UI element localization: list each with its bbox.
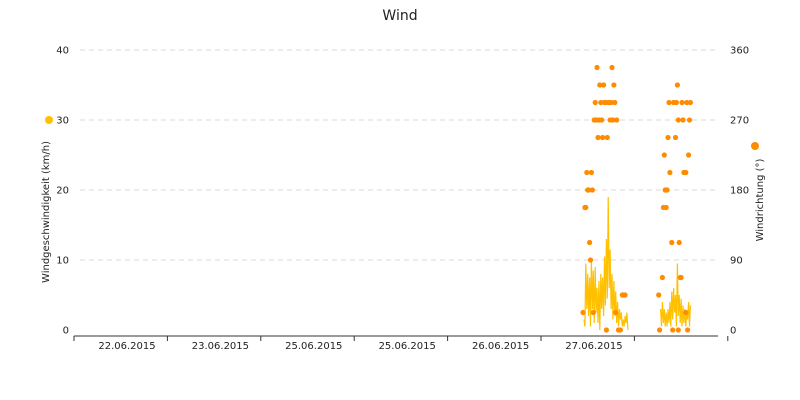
- series-wind-speed: [583, 196, 691, 331]
- y-right-tick-label: 180: [730, 186, 749, 197]
- wind-direction-point: [587, 257, 594, 263]
- wind-direction-point: [612, 99, 618, 106]
- wind-direction-point: [683, 169, 689, 176]
- wind-direction-point: [684, 99, 690, 106]
- wind-direction-point: [679, 99, 685, 106]
- wind-direction-point: [665, 134, 671, 141]
- wind-direction-point: [610, 117, 616, 123]
- wind-direction-point: [594, 64, 600, 71]
- wind-direction-point: [611, 82, 617, 88]
- wind-direction-point: [670, 327, 676, 333]
- wind-direction-point: [590, 309, 596, 316]
- series-wind-direction: [580, 64, 694, 333]
- wind-direction-point: [657, 327, 663, 333]
- wind-direction-point: [680, 117, 686, 123]
- wind-direction-point: [599, 117, 605, 123]
- wind-direction-point: [597, 82, 603, 88]
- y-left-tick-label: 0: [63, 326, 69, 337]
- wind-direction-point: [601, 82, 607, 88]
- x-axis-ticks: 22.06.2015 23.06.2015 25.06.2015 25.06.2015…: [73, 336, 729, 352]
- wind-direction-point: [673, 99, 680, 106]
- gridlines: [80, 49, 718, 261]
- right-y-ticks: 0 90 180 270 360: [730, 46, 749, 337]
- wind-direction-point: [686, 117, 693, 123]
- y-axis-left-label: Windgeschwindigkeit (km/h): [41, 141, 52, 283]
- wind-direction-point: [600, 134, 606, 141]
- wind-direction-point: [674, 82, 681, 88]
- wind-direction-point: [675, 327, 681, 333]
- direction-legend-marker[interactable]: [751, 142, 759, 150]
- wind-direction-point: [667, 169, 673, 176]
- wind-direction-point: [676, 239, 682, 246]
- y-axis-right-label: Windrichtung (°): [755, 159, 766, 242]
- wind-direction-point: [613, 309, 619, 316]
- y-left-tick-label: 20: [56, 186, 69, 197]
- y-right-tick-label: 0: [730, 326, 736, 337]
- left-y-ticks: 0 10 20 30 40: [56, 46, 69, 337]
- wind-direction-point: [587, 239, 593, 246]
- wind-direction-point: [672, 134, 679, 141]
- y-right-tick-label: 360: [730, 46, 749, 57]
- x-tick-label: 25.06.2015: [285, 341, 342, 352]
- wind-direction-point: [678, 274, 684, 281]
- y-right-tick-label: 90: [730, 256, 743, 267]
- wind-direction-point: [675, 117, 681, 123]
- wind-direction-point: [683, 309, 689, 316]
- y-left-tick-label: 30: [56, 116, 69, 127]
- y-right-tick-label: 270: [730, 116, 749, 127]
- wind-direction-point: [608, 99, 614, 106]
- wind-direction-point: [622, 292, 628, 298]
- x-tick-label: 27.06.2015: [565, 341, 622, 352]
- wind-direction-point: [584, 169, 590, 176]
- wind-direction-point: [604, 134, 610, 141]
- wind-direction-point: [603, 327, 610, 333]
- x-tick-label: 22.06.2015: [98, 341, 155, 352]
- wind-direction-point: [588, 169, 595, 176]
- wind-direction-point: [580, 309, 586, 316]
- wind-direction-point: [659, 274, 666, 281]
- wind-direction-point: [614, 117, 620, 123]
- x-tick-label: 26.06.2015: [472, 341, 529, 352]
- wind-direction-point: [583, 204, 589, 211]
- wind-direction-point: [595, 134, 601, 141]
- wind-direction-point: [589, 187, 596, 193]
- x-tick-label: 23.06.2015: [192, 341, 249, 352]
- wind-direction-point: [592, 99, 598, 106]
- wind-direction-point: [686, 152, 692, 158]
- wind-direction-point: [586, 187, 592, 193]
- wind-direction-point: [666, 99, 672, 106]
- wind-direction-point: [664, 187, 670, 193]
- wind-direction-point: [617, 327, 624, 333]
- wind-direction-point: [669, 239, 675, 246]
- wind-speed-line: [583, 196, 691, 331]
- wind-direction-point: [609, 64, 615, 71]
- wind-direction-point: [687, 99, 694, 106]
- wind-direction-point: [663, 204, 669, 211]
- speed-legend-marker[interactable]: [45, 116, 53, 124]
- wind-direction-point: [656, 292, 662, 298]
- y-left-tick-label: 40: [56, 46, 69, 57]
- wind-direction-point: [685, 327, 691, 333]
- wind-direction-point: [661, 152, 667, 158]
- chart-title: Wind: [382, 8, 417, 24]
- wind-direction-point: [598, 99, 604, 106]
- x-tick-label: 25.06.2015: [379, 341, 436, 352]
- y-left-tick-label: 10: [56, 256, 69, 267]
